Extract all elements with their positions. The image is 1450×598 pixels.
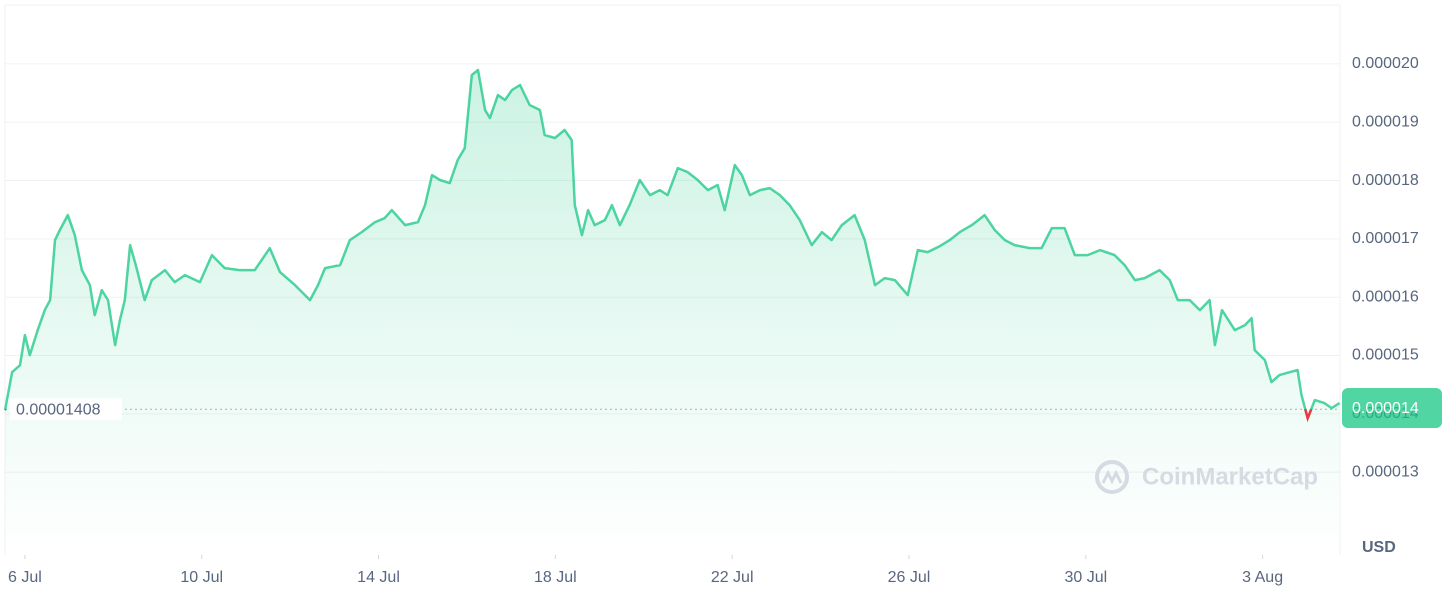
x-tick-label: 18 Jul bbox=[534, 569, 577, 586]
x-tick-label: 30 Jul bbox=[1064, 569, 1107, 586]
x-tick-label: 10 Jul bbox=[180, 569, 223, 586]
x-tick-label: 22 Jul bbox=[711, 569, 754, 586]
y-tick-label: 0.000016 bbox=[1352, 288, 1419, 305]
x-tick-label: 3 Aug bbox=[1242, 569, 1283, 586]
x-tick-label: 26 Jul bbox=[888, 569, 931, 586]
y-tick-label: 0.000013 bbox=[1352, 463, 1419, 480]
currency-label: USD bbox=[1362, 539, 1396, 556]
current-price-badge bbox=[1342, 388, 1442, 429]
y-tick-label: 0.000017 bbox=[1352, 230, 1419, 247]
watermark: CoinMarketCap bbox=[1095, 460, 1318, 494]
price-line bbox=[3, 68, 1341, 420]
x-tick-label: 14 Jul bbox=[357, 569, 400, 586]
current-price-label: 0.000014 bbox=[1352, 400, 1419, 417]
x-tick-label: 6 Jul bbox=[8, 569, 42, 586]
watermark-text: CoinMarketCap bbox=[1142, 463, 1318, 490]
reference-label: 0.00001408 bbox=[16, 401, 101, 418]
y-tick-label: 0.000019 bbox=[1352, 113, 1419, 130]
reference-label-bg bbox=[10, 398, 122, 421]
area bbox=[5, 70, 1340, 555]
y-tick-label: 0.000020 bbox=[1352, 55, 1419, 72]
y-tick-label: 0.000015 bbox=[1352, 347, 1419, 364]
y-tick-label: 0.000018 bbox=[1352, 172, 1419, 189]
